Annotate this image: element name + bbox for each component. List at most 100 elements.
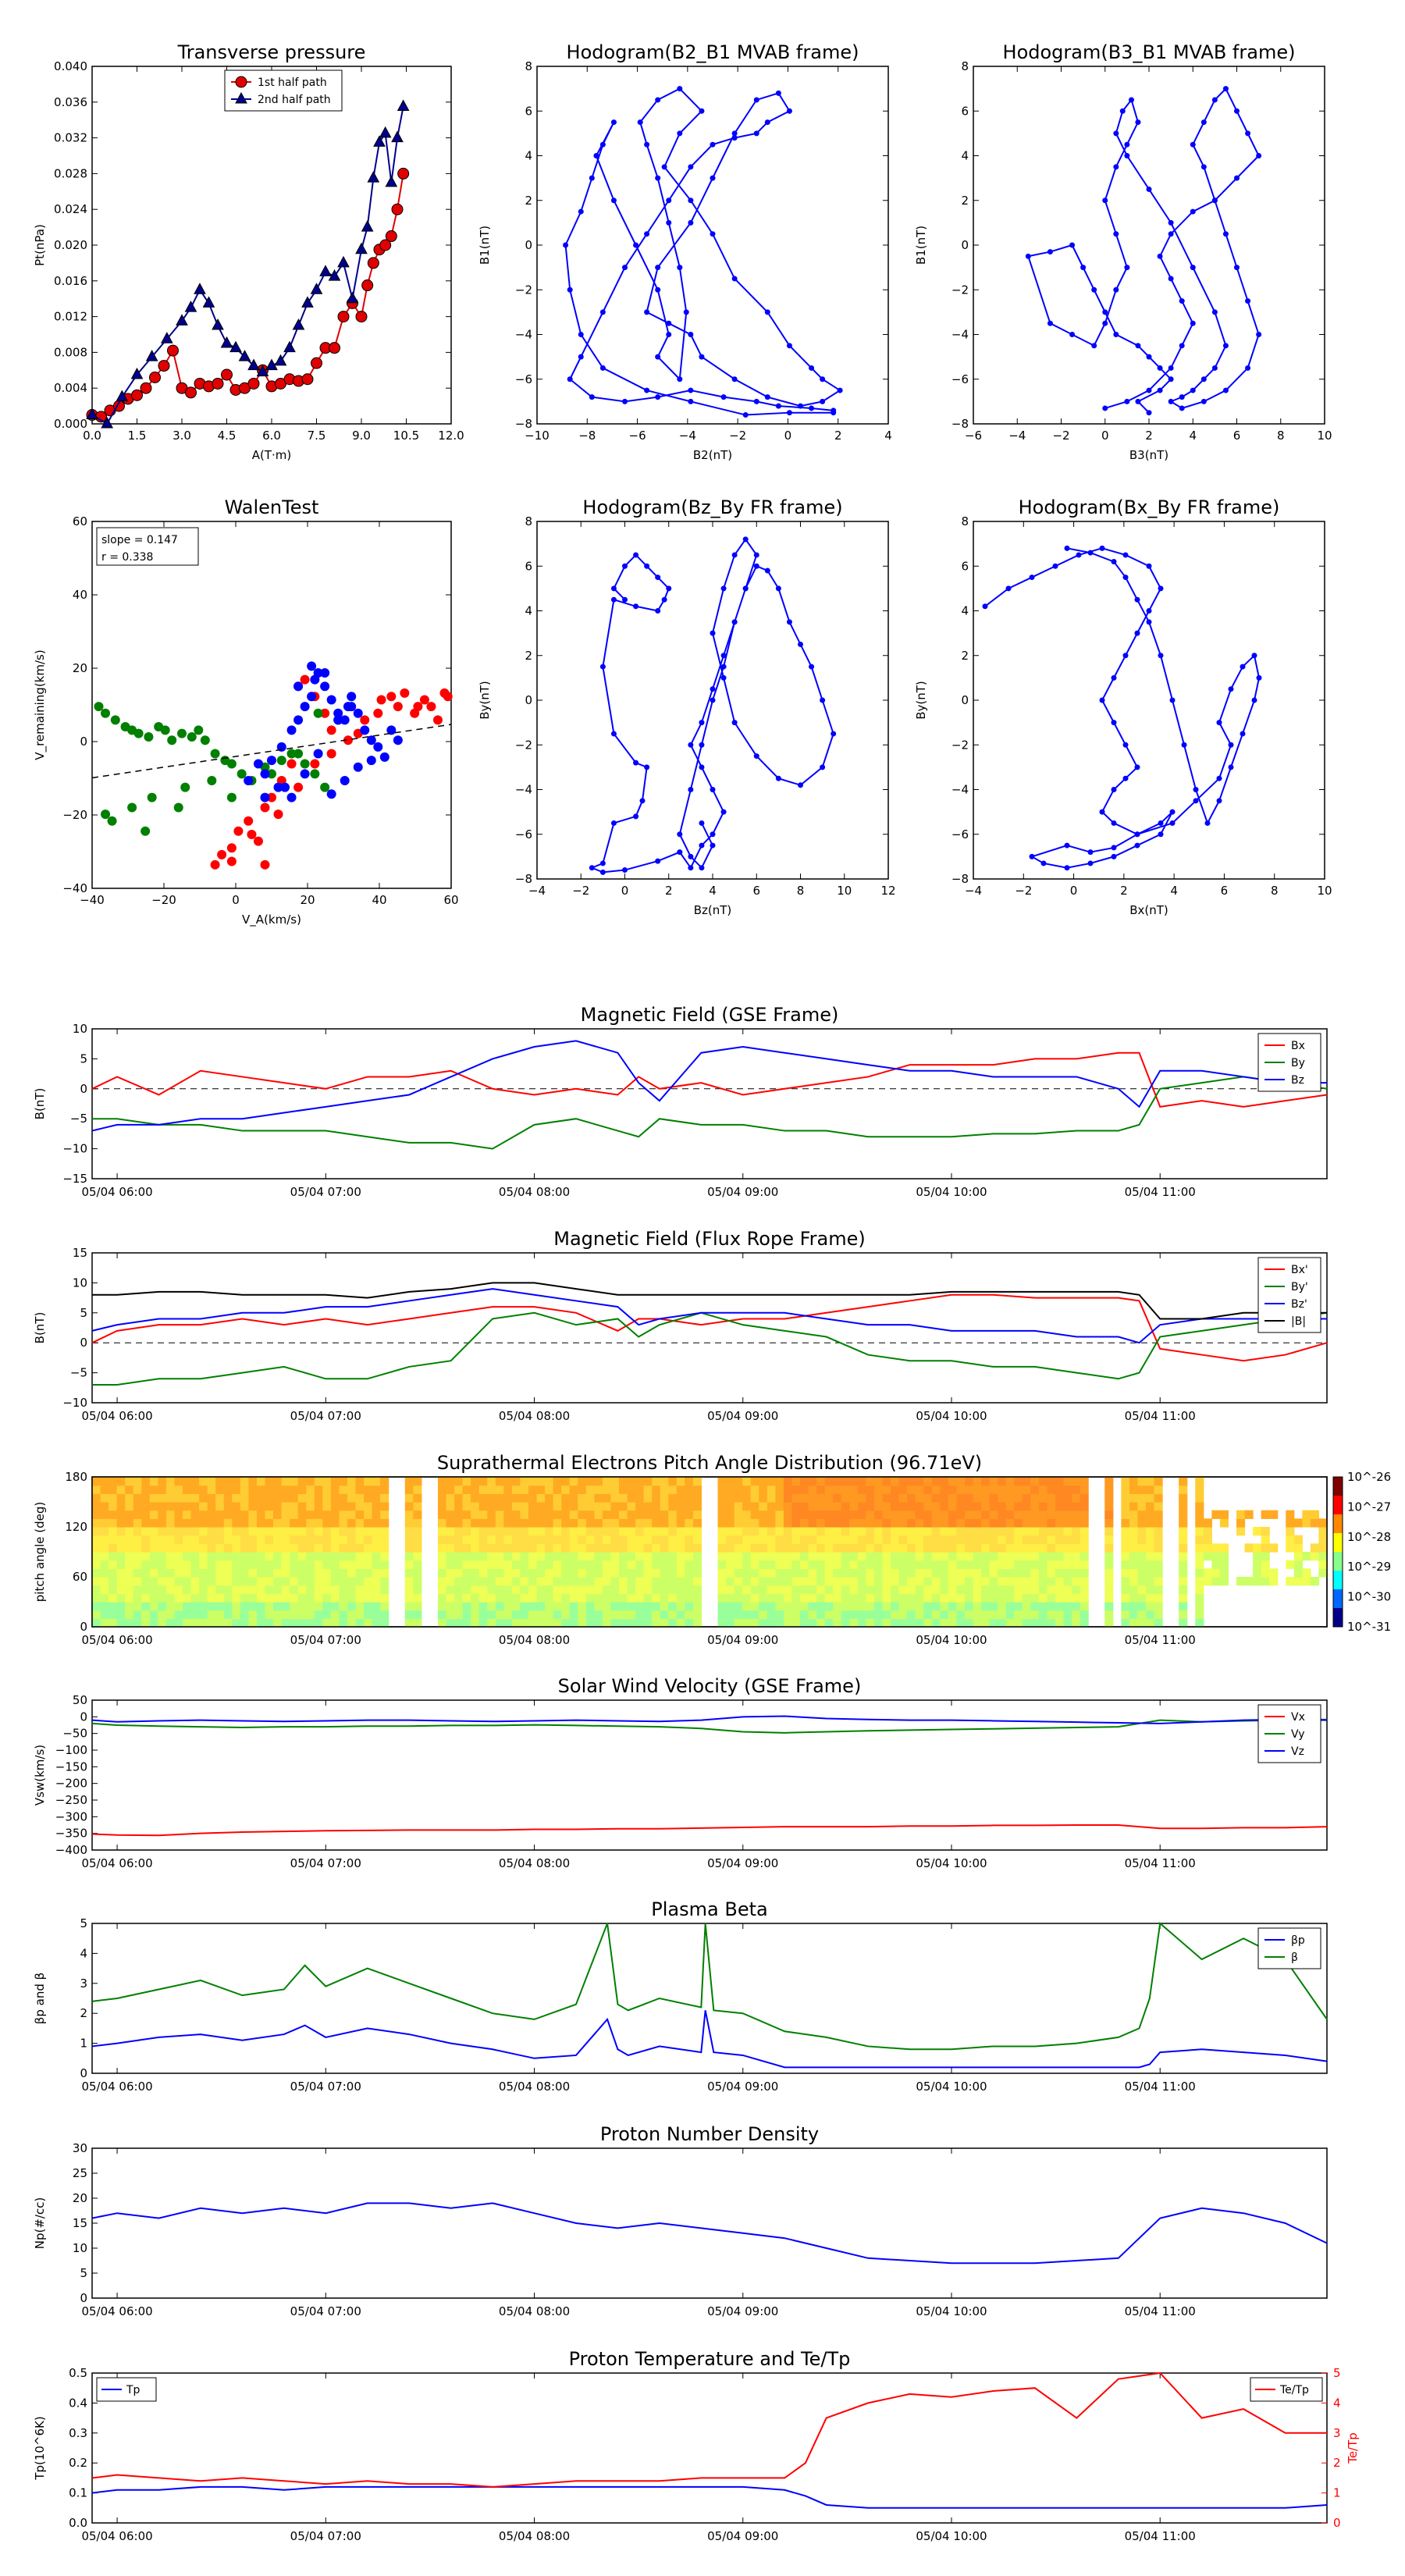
pad-cell bbox=[404, 1568, 414, 1578]
pad-cell bbox=[873, 1477, 884, 1486]
pad-cell bbox=[446, 1593, 455, 1603]
walen-point bbox=[273, 809, 283, 820]
pad-cell bbox=[956, 1477, 966, 1486]
pad-cell bbox=[964, 1510, 974, 1519]
pad-cell bbox=[306, 1493, 315, 1503]
pad-cell bbox=[866, 1510, 875, 1519]
pad-cell bbox=[873, 1485, 884, 1494]
mag_fr-legend-label: |B| bbox=[1291, 1315, 1306, 1328]
pad-cell bbox=[1129, 1593, 1139, 1603]
pad-cell bbox=[998, 1527, 1007, 1536]
mag_fr-legend-label: By' bbox=[1291, 1281, 1308, 1293]
pad-cell bbox=[824, 1577, 834, 1586]
pad-cell bbox=[471, 1543, 480, 1553]
pad-cell bbox=[404, 1493, 414, 1503]
pad-cell bbox=[92, 1618, 101, 1628]
vsw-ytick-label: −200 bbox=[55, 1777, 87, 1791]
pad-cell bbox=[256, 1485, 266, 1494]
hodo_b2b1-point bbox=[764, 309, 770, 315]
pad-cell bbox=[866, 1577, 875, 1586]
pad-cell bbox=[1179, 1585, 1188, 1594]
pad-cell bbox=[1047, 1535, 1056, 1544]
pad-cell bbox=[347, 1602, 357, 1611]
pad-cell bbox=[1154, 1493, 1163, 1503]
pad-cell bbox=[652, 1477, 661, 1486]
pad-cell bbox=[956, 1527, 966, 1536]
pad-cell bbox=[404, 1602, 414, 1611]
pad-cell bbox=[190, 1593, 200, 1603]
pad-cell bbox=[281, 1602, 290, 1611]
pad-cell bbox=[141, 1568, 151, 1578]
walen-point bbox=[160, 725, 170, 735]
pad-cell bbox=[569, 1518, 578, 1528]
pad-cell bbox=[1129, 1568, 1139, 1578]
walen-point bbox=[267, 792, 276, 802]
walen-xtick-label: 60 bbox=[443, 893, 458, 907]
pad-cell bbox=[685, 1593, 694, 1603]
density-ytick-label: 25 bbox=[73, 2166, 87, 2180]
walen-point bbox=[276, 756, 286, 766]
hodo_b3b1-point bbox=[1179, 343, 1185, 349]
pad-cell bbox=[783, 1568, 793, 1578]
hodo_bxby-xtick-label: −4 bbox=[965, 884, 982, 898]
hodo_bzby-point bbox=[610, 731, 617, 737]
pad-cell bbox=[1145, 1593, 1155, 1603]
pad-cell bbox=[1179, 1552, 1188, 1561]
pad-cell bbox=[585, 1577, 595, 1586]
pad-cell bbox=[1195, 1510, 1204, 1519]
hodo_b2b1-point bbox=[677, 376, 683, 382]
pad-cell bbox=[248, 1502, 258, 1511]
pad-cell bbox=[100, 1543, 109, 1553]
pad-cell bbox=[1145, 1577, 1155, 1586]
pad-cell bbox=[223, 1552, 233, 1561]
hodo_bxby-point bbox=[1064, 842, 1070, 849]
pad-cell bbox=[215, 1552, 225, 1561]
pad-cell bbox=[1063, 1577, 1072, 1586]
hodo_bzby-xtick-label: 4 bbox=[709, 884, 717, 898]
pad-cell bbox=[108, 1585, 118, 1594]
pad-cell bbox=[339, 1552, 348, 1561]
pad-cell bbox=[511, 1610, 521, 1619]
hodo_bzby-xtick-label: 12 bbox=[880, 884, 895, 898]
pad-cell bbox=[857, 1552, 866, 1561]
hodo_b3b1-point bbox=[1234, 175, 1240, 181]
pad-cell bbox=[915, 1485, 924, 1494]
pad-cell bbox=[816, 1535, 826, 1544]
pad-cell bbox=[108, 1568, 118, 1578]
pad-cell bbox=[223, 1543, 233, 1553]
pad-cell bbox=[998, 1618, 1007, 1628]
pad-cell bbox=[692, 1518, 702, 1528]
pad-cell bbox=[964, 1610, 974, 1619]
pad-cell bbox=[199, 1510, 208, 1519]
pad-cell bbox=[372, 1502, 381, 1511]
pad-cell bbox=[940, 1502, 949, 1511]
pad-cell bbox=[380, 1485, 389, 1494]
pad-cell bbox=[281, 1552, 290, 1561]
pad-cell bbox=[1236, 1527, 1246, 1536]
pad-cell bbox=[1286, 1543, 1295, 1553]
hodo_bzby-point bbox=[731, 720, 738, 726]
pad-cell bbox=[973, 1510, 982, 1519]
walen-point bbox=[253, 836, 263, 846]
hodo_b3b1-point bbox=[1102, 320, 1108, 326]
pad-cell bbox=[1137, 1543, 1147, 1553]
pad-cell bbox=[585, 1602, 595, 1611]
pad-cell bbox=[158, 1552, 167, 1561]
walen-xtick-label: −40 bbox=[80, 893, 105, 907]
hodo_bzby-point bbox=[831, 731, 837, 737]
pad-cell bbox=[668, 1618, 678, 1628]
pad-cell bbox=[989, 1493, 998, 1503]
pad-cell bbox=[692, 1610, 702, 1619]
pad-cell bbox=[1318, 1560, 1328, 1569]
pad-cell bbox=[273, 1602, 283, 1611]
pad-cell bbox=[816, 1577, 826, 1586]
pad-cell bbox=[660, 1610, 669, 1619]
hodo_bxby-point bbox=[1099, 809, 1105, 815]
hodo_b2b1-point bbox=[593, 153, 599, 158]
pad-cell bbox=[692, 1485, 702, 1494]
pad-cell bbox=[404, 1552, 414, 1561]
pad-cell bbox=[635, 1610, 645, 1619]
hodo_bxby-point bbox=[1193, 787, 1199, 792]
pad-cell bbox=[1063, 1477, 1072, 1486]
pad-cell bbox=[207, 1610, 216, 1619]
